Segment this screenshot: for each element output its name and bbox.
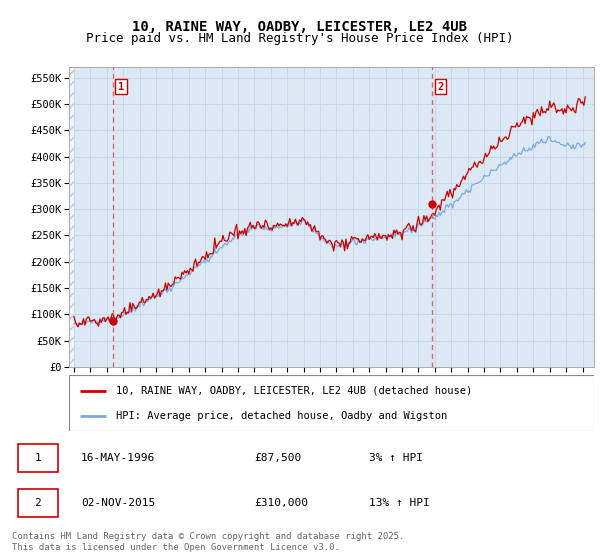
- Text: 10, RAINE WAY, OADBY, LEICESTER, LE2 4UB (detached house): 10, RAINE WAY, OADBY, LEICESTER, LE2 4UB…: [116, 386, 473, 396]
- Text: £310,000: £310,000: [254, 498, 308, 508]
- FancyBboxPatch shape: [18, 489, 58, 517]
- Text: 16-MAY-1996: 16-MAY-1996: [81, 453, 155, 463]
- FancyBboxPatch shape: [18, 444, 58, 472]
- Text: Contains HM Land Registry data © Crown copyright and database right 2025.
This d: Contains HM Land Registry data © Crown c…: [12, 532, 404, 552]
- Text: 1: 1: [118, 82, 124, 92]
- Text: £87,500: £87,500: [254, 453, 301, 463]
- Text: 2: 2: [437, 82, 443, 92]
- Text: Price paid vs. HM Land Registry's House Price Index (HPI): Price paid vs. HM Land Registry's House …: [86, 32, 514, 45]
- Text: 02-NOV-2015: 02-NOV-2015: [81, 498, 155, 508]
- Text: 10, RAINE WAY, OADBY, LEICESTER, LE2 4UB: 10, RAINE WAY, OADBY, LEICESTER, LE2 4UB: [133, 20, 467, 34]
- Text: 3% ↑ HPI: 3% ↑ HPI: [369, 453, 423, 463]
- FancyBboxPatch shape: [69, 375, 594, 431]
- Text: 13% ↑ HPI: 13% ↑ HPI: [369, 498, 430, 508]
- Text: 1: 1: [35, 453, 41, 463]
- Text: HPI: Average price, detached house, Oadby and Wigston: HPI: Average price, detached house, Oadb…: [116, 410, 448, 421]
- Text: 2: 2: [35, 498, 41, 508]
